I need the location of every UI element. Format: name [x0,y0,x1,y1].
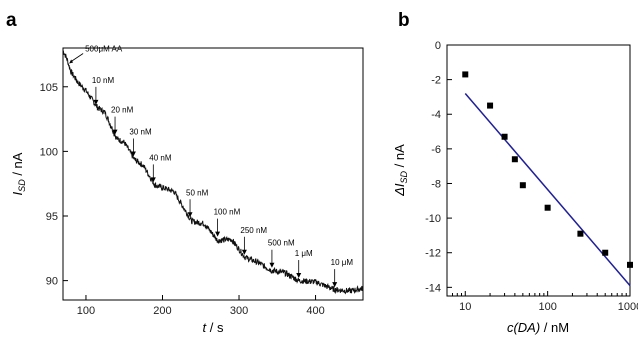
panel-a-annotation-arrowhead-10 [332,282,338,288]
panel-b-x-axis-label-var: c(DA) [507,320,540,335]
panel-a-annotation-arrowhead-8 [269,262,275,268]
panel-a-x-axis-label-var: t [203,320,208,335]
panel-a-annotation-9: 1 μM [295,249,313,279]
panel-a-y-ticks: 90 95 100 105 [40,82,68,288]
panel-b-label: b [398,10,410,31]
panel-a-annotation-arrowhead-3 [130,151,136,157]
panel-a-annotation-label-10: 10 μM [331,258,354,267]
panel-a-annotation-5: 50 nM [186,188,209,218]
panel-a-y-axis-label: ISD / nA [10,152,27,195]
panel-a-annotation-4: 40 nM [149,153,172,183]
panel-b-y-axis-label-var: ΔI [392,183,407,197]
panel-b-point-7 [602,249,609,256]
panel-a-annotation-label-6: 100 nM [214,208,241,217]
panel-a-annotation-arrow-0 [70,53,84,62]
panel-a-annotation-arrowhead-6 [215,231,221,237]
panel-b-y-tick-label-2: -4 [431,109,441,121]
panel-a-annotation-arrowhead-2 [112,129,118,135]
panel-a-label: a [6,10,17,31]
panel-b-point-1 [487,102,494,109]
panel-a-current-trace [62,50,364,295]
panel-a-y-tick-label-2: 100 [40,146,58,158]
panel-b-y-tick-label-3: -6 [431,144,441,156]
panel-a-annotation-3: 30 nM [129,128,152,157]
panel-b-y-tick-label-0: 0 [435,40,441,52]
panel-a-y-tick-label-1: 95 [46,211,58,223]
panel-b-point-8 [627,261,633,268]
panel-b-points [462,71,633,268]
panel-a-annotation-label-3: 30 nM [129,128,152,137]
panel-a-annotation-label-8: 500 nM [268,239,295,248]
panel-b-point-3 [511,156,518,163]
panel-a-annotation-arrowhead-0 [69,59,74,64]
panel-b-x-axis-label: c(DA) / nM [507,320,569,335]
panel-a-annotation-label-0: 500μM AA [85,45,123,54]
panel-a-y-axis-label-var: I [10,191,25,195]
panel-a-annotation-arrowhead-9 [296,273,302,279]
panel-a-y-axis-label-unit: / nA [10,152,25,179]
panel-b-y-axis-label-sub: SD [399,170,409,183]
panel-b-fit-line [464,92,631,287]
panel-b-y-tick-label-4: -8 [431,178,441,190]
panel-b-y-tick-label-7: -14 [425,282,441,294]
panel-b-y-axis-label: ΔISD / nA [392,144,409,197]
panel-a-annotation-arrowhead-1 [93,99,99,105]
panel-a-annotation-label-9: 1 μM [295,249,313,258]
panel-a-annotation-10: 10 μM [331,258,354,288]
panel-a-annotation-arrowhead-5 [187,212,193,218]
panel-b-y-axis-label-unit: / nA [392,144,407,171]
panel-a-annotation-label-4: 40 nM [149,153,172,162]
panel-a-annotation-2: 20 nM [111,106,134,135]
panel-b-point-4 [519,182,526,189]
panel-b-point-6 [577,230,584,237]
panel-a-annotation-label-2: 20 nM [111,106,134,115]
panel-a-y-tick-label-3: 105 [40,82,58,94]
panel-a-annotation-7: 250 nM [240,226,267,255]
panel-a-y-axis-label-sub: SD [17,179,27,192]
panel-a-plot-frame [62,47,364,301]
panel-a-annotation-0: 500μM AA [69,45,123,64]
panel-b-x-tick-label-1: 100 [538,301,556,313]
panel-a-x-tick-label-3: 400 [306,305,324,317]
panel-a-annotation-6: 100 nM [214,208,241,237]
panel-b-y-tick-label-1: -2 [431,75,441,87]
panel-a-annotation-arrowhead-7 [241,249,247,255]
panel-a-annotation-label-1: 10 nM [92,76,115,85]
panel-a-x-axis-label: t / s [203,320,224,335]
panel-b-y-tick-label-6: -12 [425,248,441,260]
panel-b-y-tick-label-5: -10 [425,213,441,225]
panel-a-x-ticks: 100 200 300 400 [77,295,325,317]
panel-b-point-2 [501,133,508,140]
panel-a-annotation-1: 10 nM [92,76,115,105]
panel-a-annotation-label-7: 250 nM [240,226,267,235]
panel-a-x-tick-label-0: 100 [77,305,95,317]
panel-b-y-ticks: 0 -2 -4 -6 -8 -10 -12 -14 [425,40,452,294]
panel-b-x-axis-label-unit: / nM [540,320,569,335]
panel-b-point-0 [462,71,469,78]
panel-a-annotation-label-5: 50 nM [186,188,209,197]
panel-a-annotation-arrowhead-4 [150,177,156,183]
panel-a-y-tick-label-0: 90 [46,276,58,288]
panel-a-annotations: 500μM AA 10 nM 20 nM 30 nM 40 nM 50 nM 100 nM 2… [69,45,353,288]
panel-a-x-tick-label-2: 300 [230,305,248,317]
panel-b-x-tick-label-0: 10 [459,301,471,313]
panel-b-plot-frame [446,44,631,297]
panel-a-x-tick-label-1: 200 [153,305,171,317]
panel-a-x-axis-label-unit: / s [206,320,224,335]
panel-b-point-5 [544,204,551,211]
panel-a: a 100 200 300 400 90 95 100 105 500μM AA 10 nM 2… [6,10,364,335]
panel-a-annotation-8: 500 nM [268,239,295,268]
